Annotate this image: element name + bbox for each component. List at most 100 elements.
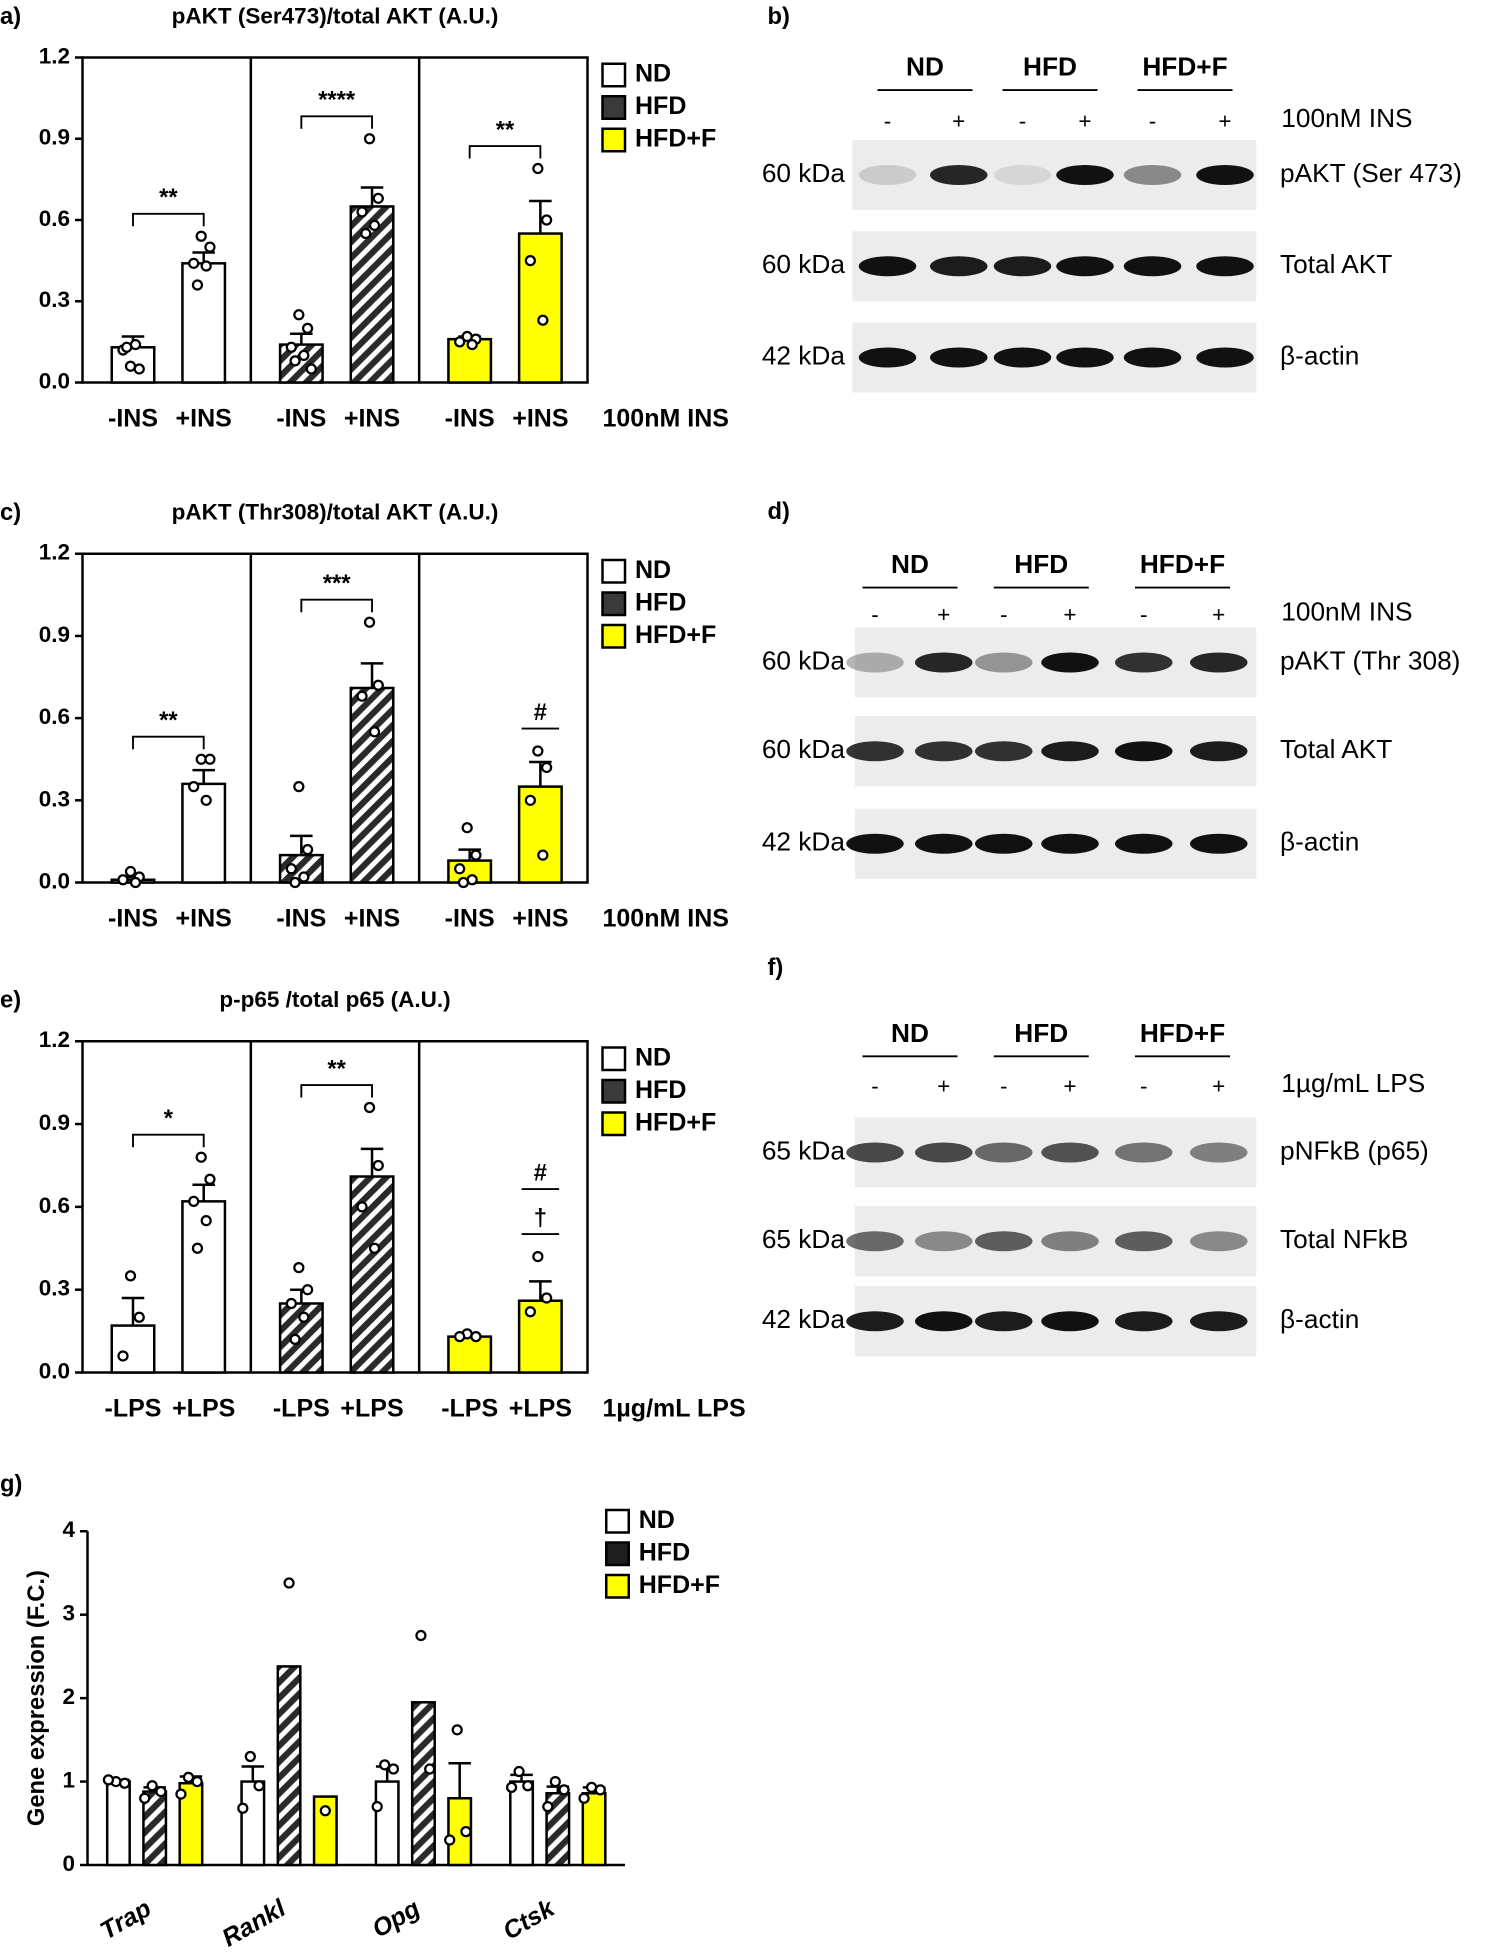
data-point xyxy=(356,690,368,702)
data-point xyxy=(298,1311,310,1323)
blot-band xyxy=(1190,1142,1248,1163)
legend-label: ND xyxy=(639,1506,675,1534)
blot-treatment: 1µg/mL LPS xyxy=(1281,1068,1425,1098)
blot-treatment: 100nM INS xyxy=(1281,103,1412,133)
x-tick-label: Rankl xyxy=(217,1894,291,1953)
y-tick-label: 0.3 xyxy=(39,287,70,312)
blot-lane-sign: + xyxy=(1078,108,1091,133)
chart-title: pAKT (Thr308)/total AKT (A.U.) xyxy=(172,500,499,525)
data-point xyxy=(129,876,142,889)
significance-label: ** xyxy=(327,1055,346,1082)
data-point xyxy=(454,336,466,348)
blot-kda: 60 kDa xyxy=(762,158,846,188)
data-point xyxy=(293,780,305,793)
blot-band xyxy=(1056,256,1114,277)
legend-swatch xyxy=(605,1541,630,1567)
blot-membrane xyxy=(852,231,1257,302)
y-tick-label: 3 xyxy=(62,1601,75,1626)
blot-kda: 42 kDa xyxy=(762,340,846,370)
blot-band xyxy=(915,1231,973,1252)
blot-band xyxy=(1041,652,1099,673)
plot-frame xyxy=(81,56,589,384)
legend-swatch xyxy=(601,1111,627,1137)
blot-band xyxy=(915,1311,973,1332)
data-point xyxy=(237,1802,249,1814)
data-point xyxy=(532,745,544,757)
y-tick-label: 2 xyxy=(62,1684,75,1709)
x-axis-label: 1µg/mL LPS xyxy=(603,1395,746,1423)
data-point xyxy=(372,192,384,204)
blot-group-label: HFD xyxy=(1014,1018,1068,1048)
blot-band xyxy=(1123,256,1182,277)
legend-swatch xyxy=(601,1078,627,1104)
y-tick-label: 0.0 xyxy=(39,1358,70,1383)
significance-bracket xyxy=(132,212,205,227)
blot-band xyxy=(993,165,1052,185)
data-point xyxy=(117,1350,129,1362)
significance-label: ** xyxy=(159,707,178,734)
bar xyxy=(278,343,324,384)
blot-kda: 65 kDa xyxy=(762,1224,846,1254)
legend-swatch xyxy=(601,1046,627,1072)
data-point xyxy=(289,355,301,367)
blot-band xyxy=(846,741,904,762)
data-point xyxy=(372,679,384,691)
bar xyxy=(110,1324,156,1374)
data-point xyxy=(537,314,549,326)
y-axis-label: Gene expression (F.C.) xyxy=(23,1570,50,1826)
bar xyxy=(240,1780,266,1867)
data-point xyxy=(363,1101,376,1114)
blot-protein: Total NFkB xyxy=(1280,1224,1408,1254)
data-point xyxy=(301,844,314,856)
data-point xyxy=(285,863,297,875)
blot-lane-sign: - xyxy=(1000,602,1008,627)
data-point xyxy=(532,162,544,175)
data-point xyxy=(578,1792,590,1804)
blot-band xyxy=(1190,833,1248,854)
error-bar xyxy=(360,186,384,207)
error-bar xyxy=(529,199,552,234)
blot-band xyxy=(1123,165,1182,185)
legend-swatch xyxy=(601,62,627,88)
significance-label: ** xyxy=(496,116,515,143)
blot-band xyxy=(1041,1142,1099,1163)
blot-group-label: ND xyxy=(906,52,944,82)
data-point xyxy=(505,1781,518,1794)
bar xyxy=(349,686,395,884)
blot-band xyxy=(1196,256,1254,277)
y-tick-label: 0.3 xyxy=(39,786,70,811)
panel-label: f) xyxy=(768,954,784,981)
blot-band xyxy=(846,1142,904,1163)
data-point xyxy=(289,1333,301,1346)
blot-lane-sign: - xyxy=(1140,602,1148,627)
blot-band xyxy=(846,833,904,854)
blot-band xyxy=(1190,1311,1248,1332)
bar xyxy=(374,1780,400,1867)
panel-label: g) xyxy=(0,1470,22,1497)
significance-label: ** xyxy=(159,184,178,211)
y-tick-label: 0.6 xyxy=(39,206,70,231)
blot-band xyxy=(1115,1311,1173,1332)
data-point xyxy=(454,1330,466,1343)
blot-band xyxy=(1041,1231,1099,1252)
data-point xyxy=(470,1330,482,1343)
blot-lane-sign: + xyxy=(937,1073,950,1098)
data-point xyxy=(204,753,216,765)
data-point xyxy=(319,1805,331,1817)
y-tick-label: 0.3 xyxy=(39,1276,70,1301)
data-point xyxy=(524,1306,536,1318)
blot-band xyxy=(1115,652,1173,673)
y-tick-label: 0.6 xyxy=(39,704,70,729)
data-point xyxy=(289,876,301,889)
data-point xyxy=(200,794,212,806)
blot-band xyxy=(1056,347,1114,368)
blot-protein: pAKT (Thr 308) xyxy=(1280,645,1460,675)
data-point xyxy=(522,1780,534,1792)
blot-group-label: HFD+F xyxy=(1140,549,1225,579)
error-bar xyxy=(121,1296,145,1326)
data-point xyxy=(532,1250,544,1263)
blot-band xyxy=(1190,652,1248,673)
data-point xyxy=(175,1788,187,1800)
data-point xyxy=(460,1826,472,1838)
